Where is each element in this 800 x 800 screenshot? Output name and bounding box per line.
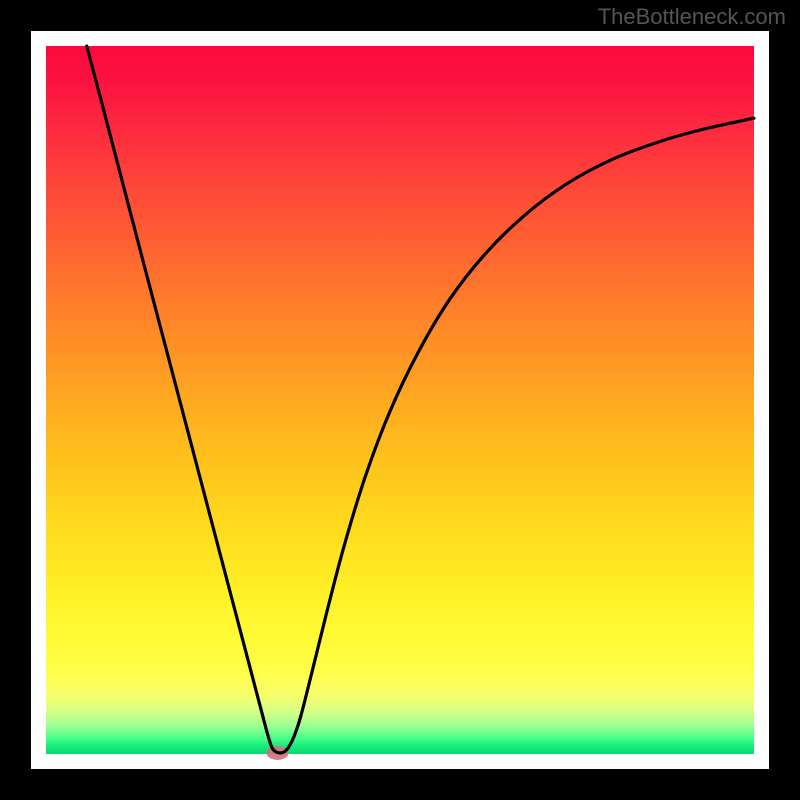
chart-svg [0,0,800,800]
plot-background [46,46,754,754]
frame-right [769,0,800,800]
frame-bottom [0,769,800,800]
watermark-text: TheBottleneck.com [598,4,786,30]
bottleneck-chart: TheBottleneck.com [0,0,800,800]
frame-left [0,0,31,800]
